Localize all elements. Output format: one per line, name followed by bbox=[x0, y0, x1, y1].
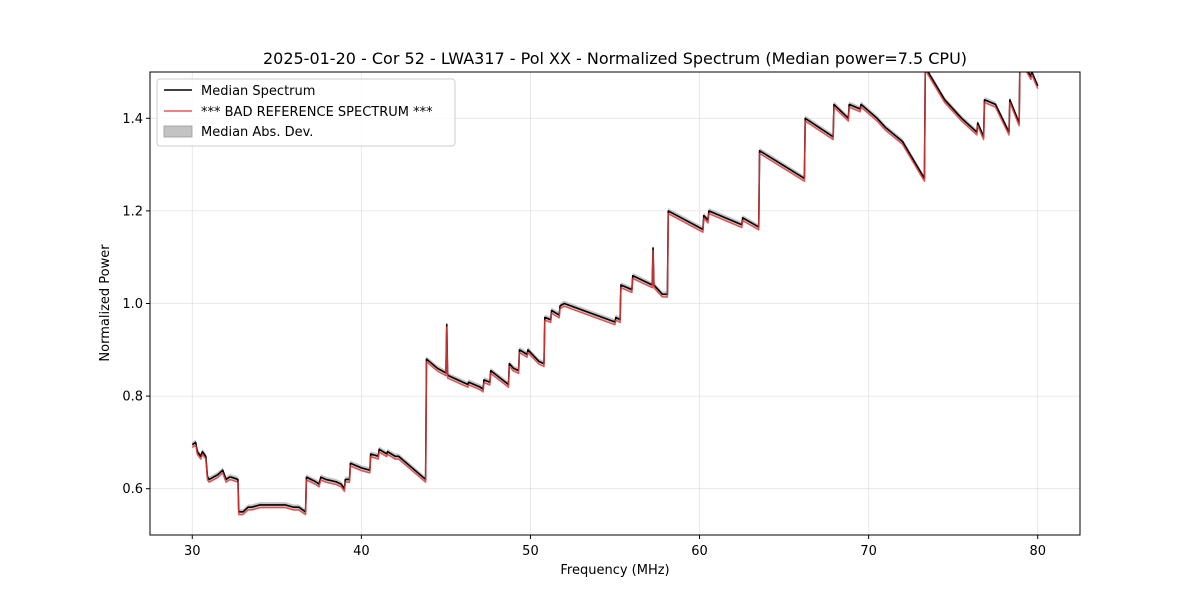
x-tick-label: 70 bbox=[860, 544, 877, 559]
y-tick-label: 1.0 bbox=[122, 297, 143, 312]
y-axis-label: Normalized Power bbox=[98, 244, 113, 362]
x-tick-label: 80 bbox=[1029, 544, 1046, 559]
legend-median-label: Median Spectrum bbox=[201, 84, 315, 99]
legend-mad-label: Median Abs. Dev. bbox=[201, 125, 313, 140]
y-tick-label: 1.2 bbox=[122, 204, 143, 219]
legend: Median Spectrum *** BAD REFERENCE SPECTR… bbox=[156, 78, 456, 147]
plot-area bbox=[191, 72, 1039, 516]
legend-bad-reference-label: *** BAD REFERENCE SPECTRUM *** bbox=[201, 105, 433, 120]
x-tick-label: 60 bbox=[691, 544, 708, 559]
bad-reference-spectrum-line bbox=[191, 72, 1039, 516]
x-tick-label: 40 bbox=[353, 544, 370, 559]
x-axis-label: Frequency (MHz) bbox=[560, 563, 669, 578]
y-tick-label: 0.6 bbox=[122, 482, 143, 497]
y-tick-label: 1.4 bbox=[122, 112, 143, 127]
legend-box bbox=[156, 78, 456, 147]
x-tick-label: 30 bbox=[184, 544, 201, 559]
chart-title: 2025-01-20 - Cor 52 - LWA317 - Pol XX - … bbox=[263, 49, 967, 68]
x-tick-label: 50 bbox=[522, 544, 539, 559]
legend-mad-swatch bbox=[163, 125, 193, 138]
y-tick-label: 0.8 bbox=[122, 390, 143, 405]
axis-ticks: 30 40 50 60 70 80 0.6 0.8 1.0 1.2 1.4 bbox=[122, 112, 1046, 559]
